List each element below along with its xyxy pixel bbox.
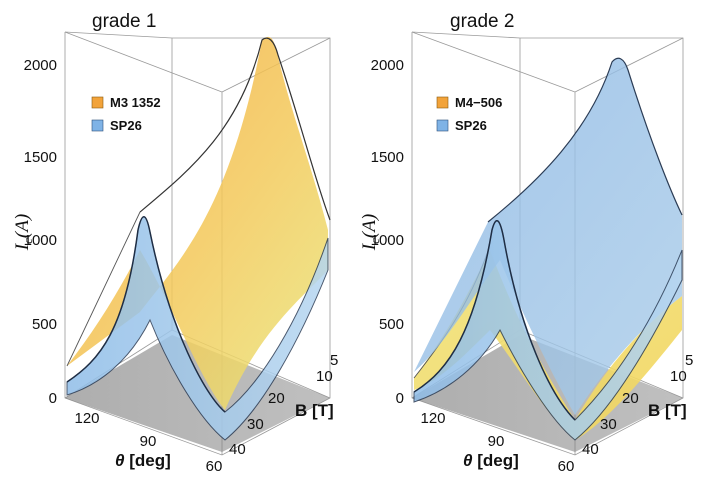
legend-label-m4-506: M4−506 [455, 95, 502, 110]
theta-axis-ticks: 120 90 60 [74, 410, 222, 475]
z-tick: 1500 [371, 149, 404, 166]
z-axis-ticks: 0 500 1000 1500 2000 [24, 57, 57, 407]
B-tick: 40 [582, 441, 599, 458]
B-tick: 5 [685, 352, 693, 369]
panel-grade-1: grade 1 M3 1352 SP26 [12, 11, 338, 475]
surface-sp26 [66, 216, 329, 441]
panel-title: grade 2 [450, 11, 514, 32]
panel-grade-2: grade 2 M4−506 SP2 [359, 11, 693, 475]
legend-swatch-m4-506 [436, 96, 449, 109]
z-tick: 0 [49, 390, 57, 407]
theta-tick: 60 [558, 458, 575, 475]
B-tick: 20 [268, 390, 285, 407]
legend-swatch-m3-1352 [91, 96, 104, 109]
B-tick: 10 [670, 368, 687, 385]
z-tick: 1000 [24, 232, 57, 249]
legend: M4−506 SP26 [436, 95, 502, 133]
theta-axis-label: θ [deg] [463, 451, 519, 470]
z-axis-label: Ic(A) [359, 214, 382, 251]
z-tick: 1000 [371, 232, 404, 249]
z-tick: 500 [32, 316, 57, 333]
legend-label-sp26: SP26 [110, 118, 142, 133]
panel-title: grade 1 [92, 11, 156, 32]
B-tick: 40 [229, 441, 246, 458]
B-axis-label: B [T] [648, 401, 687, 420]
B-axis-label: B [T] [295, 401, 334, 420]
z-tick: 2000 [371, 57, 404, 74]
theta-tick: 60 [206, 458, 223, 475]
theta-axis-ticks: 120 90 60 [420, 410, 574, 475]
theta-tick: 120 [420, 410, 445, 427]
z-tick: 0 [396, 390, 404, 407]
legend-label-sp26: SP26 [455, 118, 487, 133]
z-tick: 1500 [24, 149, 57, 166]
theta-axis-label: θ [deg] [115, 451, 171, 470]
z-axis-ticks: 0 500 1000 1500 2000 [371, 57, 404, 407]
legend: M3 1352 SP26 [91, 95, 161, 133]
z-tick: 2000 [24, 57, 57, 74]
legend-label-m3-1352: M3 1352 [110, 95, 161, 110]
B-tick: 10 [316, 368, 333, 385]
z-axis-label: Ic(A) [12, 214, 35, 251]
surface-sp26 [413, 57, 683, 441]
theta-tick: 120 [74, 410, 99, 427]
legend-swatch-sp26 [436, 119, 449, 132]
B-tick: 30 [600, 416, 617, 433]
B-tick: 20 [622, 390, 639, 407]
z-tick: 500 [379, 316, 404, 333]
theta-tick: 90 [140, 433, 157, 450]
legend-swatch-sp26 [91, 119, 104, 132]
theta-tick: 90 [488, 433, 505, 450]
B-axis-ticks: 5 10 20 30 40 [229, 352, 338, 458]
B-tick: 5 [330, 352, 338, 369]
B-axis-ticks: 5 10 20 30 40 [582, 352, 693, 458]
B-tick: 30 [247, 416, 264, 433]
